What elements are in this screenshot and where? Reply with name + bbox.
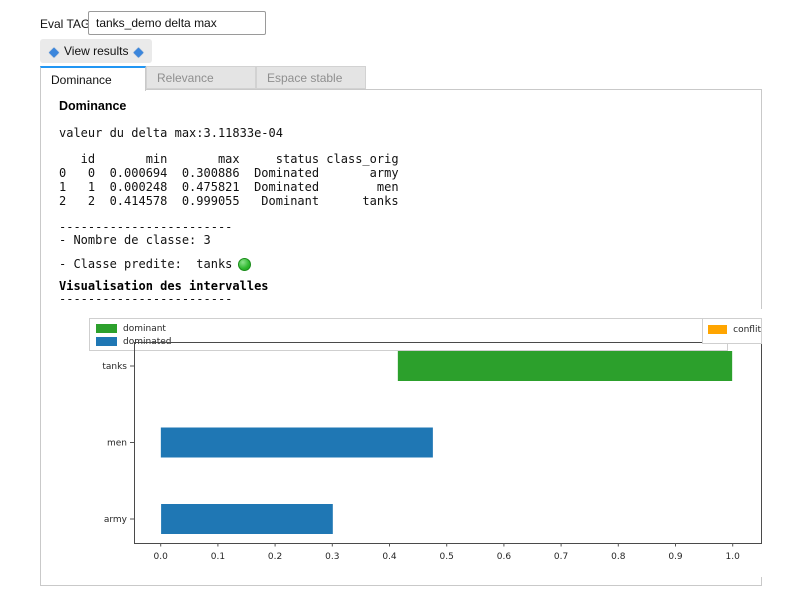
classe-predite-text: - Classe predite: tanks bbox=[59, 257, 233, 271]
view-results-button[interactable]: ◆ View results ◆ bbox=[40, 39, 153, 63]
svg-text:0.4: 0.4 bbox=[382, 552, 397, 562]
classe-predite-line: - Classe predite: tanks bbox=[59, 257, 252, 271]
legend-label-dominated: dominated bbox=[123, 336, 172, 347]
legend-swatch-conflit bbox=[708, 325, 728, 334]
legend-box-conflit: conflit bbox=[702, 318, 762, 344]
visualisation-title: Visualisation des intervalles bbox=[59, 279, 269, 293]
tab-relevance-label: Relevance bbox=[157, 70, 214, 85]
nombre-classe-line: - Nombre de classe: 3 bbox=[59, 233, 211, 247]
tab-dominance[interactable]: Dominance bbox=[40, 66, 146, 91]
legend-item-dominant: dominant bbox=[96, 322, 727, 335]
legend-swatch-dominated bbox=[96, 337, 117, 346]
blue-diamond-right-icon: ◆ bbox=[133, 43, 144, 59]
legend-item-conflit: conflit bbox=[708, 323, 761, 336]
tab-relevance[interactable]: Relevance bbox=[146, 66, 256, 89]
legend-box-main: dominant dominated bbox=[89, 318, 728, 351]
blue-diamond-left-icon: ◆ bbox=[49, 43, 59, 59]
eval-tag-input[interactable] bbox=[88, 11, 266, 35]
legend-label-dominant: dominant bbox=[123, 323, 166, 334]
svg-text:0.1: 0.1 bbox=[211, 552, 225, 562]
tab-espace-stable[interactable]: Espace stable bbox=[256, 66, 366, 89]
svg-text:0.5: 0.5 bbox=[440, 552, 454, 562]
svg-text:army: army bbox=[104, 515, 128, 525]
predicted-class-green-circle-icon bbox=[238, 257, 252, 271]
svg-text:1.0: 1.0 bbox=[726, 552, 741, 562]
dominance-table: id min max status class_orig 0 0 0.00069… bbox=[59, 152, 399, 208]
intervals-chart: tanks men army 0.0 0.1 0.2 0.3 0.4 0.5 0.6 0.7 0.8 0… bbox=[102, 342, 762, 562]
separator-line-2: ------------------------ bbox=[59, 292, 233, 306]
svg-text:0.8: 0.8 bbox=[611, 552, 626, 562]
legend-swatch-dominant bbox=[96, 324, 117, 333]
results-panel: Dominance valeur du delta max:3.11833e-0… bbox=[40, 89, 776, 586]
svg-text:tanks: tanks bbox=[102, 362, 127, 372]
legend-label-conflit: conflit bbox=[733, 324, 761, 335]
eval-tag-label: Eval TAG bbox=[40, 17, 91, 31]
svg-text:men: men bbox=[107, 439, 127, 449]
tab-espace-stable-label: Espace stable bbox=[267, 70, 343, 85]
svg-text:0.7: 0.7 bbox=[554, 552, 568, 562]
svg-text:0.6: 0.6 bbox=[497, 552, 512, 562]
intervals-figure: dominant dominated conflit tanks men army 0… bbox=[86, 309, 776, 577]
view-results-label: View results bbox=[64, 44, 129, 58]
svg-text:0.0: 0.0 bbox=[154, 552, 169, 562]
tab-dominance-label: Dominance bbox=[51, 72, 112, 87]
svg-text:0.9: 0.9 bbox=[668, 552, 683, 562]
delta-max-line: valeur du delta max:3.11833e-04 bbox=[59, 126, 283, 140]
separator-line-1: ------------------------ bbox=[59, 220, 233, 234]
legend-item-dominated: dominated bbox=[96, 335, 727, 348]
svg-text:0.3: 0.3 bbox=[325, 552, 339, 562]
svg-text:0.2: 0.2 bbox=[268, 552, 282, 562]
panel-title: Dominance bbox=[59, 99, 127, 113]
